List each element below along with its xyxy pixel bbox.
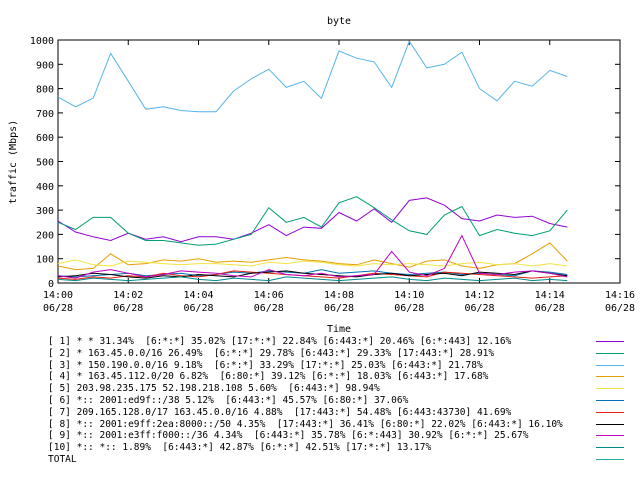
legend-item: [ 8] *:: 2001:e9ff:2ea:8000::/50 4.35% […	[48, 419, 638, 430]
legend-swatch	[596, 388, 624, 390]
series-line-7	[57, 270, 568, 280]
y-tick-label: 800	[36, 85, 54, 96]
legend-swatch	[596, 364, 624, 366]
legend-label: [10] *:: *:: 1.89% [6:443:*] 42.87% [6:*…	[48, 442, 432, 454]
series-line-4	[57, 242, 568, 271]
series-line-3	[57, 40, 568, 113]
x-tick-label: 14:10	[394, 290, 424, 301]
y-tick-label: 600	[36, 133, 54, 144]
legend-swatch	[596, 423, 624, 425]
y-tick-label: 200	[36, 230, 54, 241]
y-tick-label: 1000	[30, 36, 54, 47]
legend-item: TOTAL	[48, 454, 638, 465]
x-tick-date-label: 06/28	[464, 303, 494, 314]
x-tick-label: 14:08	[324, 290, 354, 301]
legend-item: [ 4] * 163.45.112.0/20 6.82% [6:80:*] 39…	[48, 371, 638, 382]
series-line-8	[57, 270, 568, 279]
legend-item: [ 2] * 163.45.0.0/16 26.49% [6:*:*] 29.7…	[48, 348, 638, 359]
legend-swatch	[596, 411, 624, 413]
legend-label: [ 9] *:: 2001:e3ff:f000::/36 4.34% [6:44…	[48, 430, 529, 442]
series-line-10	[57, 276, 568, 282]
series-line-9	[57, 234, 568, 279]
x-tick-label: 14:06	[254, 290, 284, 301]
x-tick-label: 14:14	[535, 290, 565, 301]
x-tick-date-label: 06/28	[535, 303, 565, 314]
legend-swatch	[596, 376, 624, 378]
x-tick-label: 14:00	[43, 290, 73, 301]
plot-frame	[57, 39, 621, 284]
legend-label: [ 2] * 163.45.0.0/16 26.49% [6:*:*] 29.7…	[48, 347, 495, 359]
y-tick-label: 0	[48, 279, 54, 290]
legend-item: [ 5] 203.98.235.175 52.198.218.108 5.60%…	[48, 383, 638, 394]
series-line-1	[57, 197, 568, 243]
series-line-5	[57, 259, 568, 267]
legend-item: [ 6] *:: 2001:ed9f::/38 5.12% [6:443:*] …	[48, 395, 638, 406]
y-tick-label: 500	[36, 158, 54, 169]
y-tick-label: 900	[36, 60, 54, 71]
y-tick-label: 700	[36, 109, 54, 120]
x-axis-label: Time	[327, 324, 351, 335]
legend-item: [ 9] *:: 2001:e3ff:f000::/36 4.34% [6:44…	[48, 430, 638, 441]
legend-swatch	[596, 447, 624, 449]
legend-item: [ 1] * * 31.34% [6:*:*] 35.02% [17:*:*] …	[48, 336, 638, 347]
legend-item: [ 3] * 150.190.0.0/16 9.18% [6:*:*] 33.2…	[48, 360, 638, 371]
legend-item: [10] *:: *:: 1.89% [6:443:*] 42.87% [6:*…	[48, 442, 638, 453]
x-tick-label: 14:02	[113, 290, 143, 301]
x-tick-date-label: 06/28	[43, 303, 73, 314]
y-axis-ticks: 0 100 200 300 400 500 600 700 800 900 1000	[30, 36, 620, 290]
legend-label: [ 3] * 150.190.0.0/16 9.18% [6:*:*] 33.2…	[48, 359, 483, 371]
x-tick-label: 14:12	[464, 290, 494, 301]
y-tick-label: 400	[36, 182, 54, 193]
chart-title: byte	[327, 16, 351, 27]
legend-label: [ 6] *:: 2001:ed9f::/38 5.12% [6:443:*] …	[48, 395, 409, 406]
legend-swatch	[596, 459, 624, 460]
series-lines	[57, 40, 568, 282]
legend-label: [ 1] * * 31.34% [6:*:*] 35.02% [17:*:*] …	[48, 336, 512, 347]
y-axis-label: traffic (Mbps)	[8, 120, 19, 204]
legend-swatch	[596, 400, 624, 401]
x-tick-label: 14:16	[605, 290, 635, 301]
x-tick-date-label: 06/28	[254, 303, 284, 314]
x-tick-label: 14:04	[183, 290, 213, 301]
x-tick-date-label: 06/28	[183, 303, 213, 314]
x-tick-date-label: 06/28	[324, 303, 354, 314]
x-axis-ticks: 14:00 06/28 14:02 06/28 14:04 06/28 14:06 06/28…	[43, 40, 635, 314]
legend-swatch	[596, 435, 624, 437]
series-line-2	[57, 196, 568, 246]
legend-swatch	[596, 341, 624, 342]
y-tick-label: 100	[36, 255, 54, 266]
legend-swatch	[596, 352, 624, 354]
y-tick-label: 300	[36, 206, 54, 217]
legend-label: [ 7] 209.165.128.0/17 163.45.0.0/16 4.88…	[48, 406, 512, 418]
legend-label: [ 8] *:: 2001:e9ff:2ea:8000::/50 4.35% […	[48, 418, 563, 430]
x-tick-date-label: 06/28	[394, 303, 424, 314]
x-tick-date-label: 06/28	[113, 303, 143, 314]
legend-label: [ 5] 203.98.235.175 52.198.218.108 5.60%…	[48, 383, 380, 395]
x-tick-date-label: 06/28	[605, 303, 635, 314]
legend-label: TOTAL	[48, 454, 77, 465]
legend-item: [ 7] 209.165.128.0/17 163.45.0.0/16 4.88…	[48, 407, 638, 418]
legend-label: [ 4] * 163.45.112.0/20 6.82% [6:80:*] 39…	[48, 371, 489, 383]
